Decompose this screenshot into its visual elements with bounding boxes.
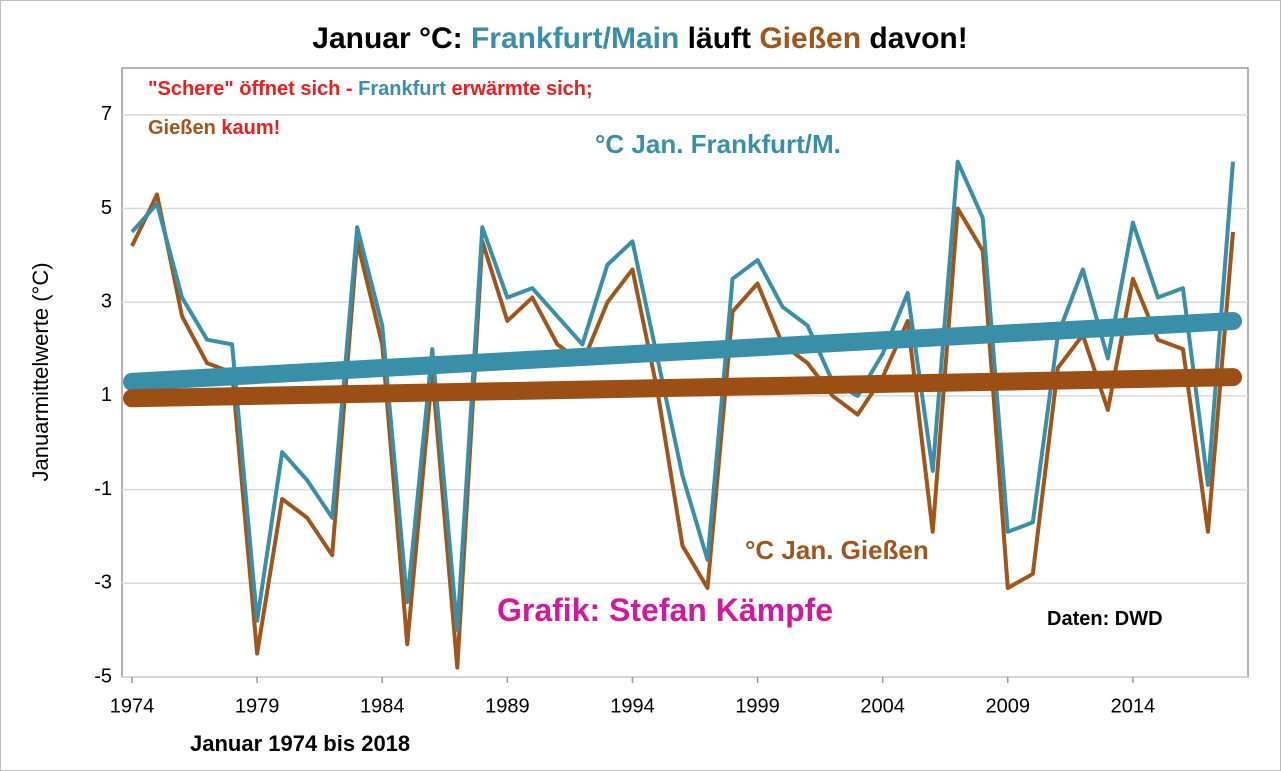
x-axis-label: Januar 1974 bis 2018 [190, 731, 410, 756]
y-tick-label: -1 [94, 478, 112, 500]
y-tick-label: -5 [94, 665, 112, 687]
x-tick-label: 1999 [735, 695, 780, 717]
x-tick-label: 2014 [1111, 695, 1156, 717]
annotation: "Schere" öffnet sich - Frankfurt erwärmt… [148, 78, 593, 100]
x-tick-label: 2009 [986, 695, 1031, 717]
annotation-part: erwärmte sich; [446, 78, 593, 100]
annotation: Grafik: Stefan Kämpfe [497, 592, 833, 628]
x-tick-label: 1989 [485, 695, 530, 717]
title-part: Januar °C: [312, 22, 471, 55]
annotation-part: kaum! [216, 117, 280, 139]
x-tick-label: 1994 [610, 695, 655, 717]
annotation: Gießen kaum! [148, 117, 280, 139]
trend-line [123, 311, 1242, 391]
series-line [130, 192, 1235, 670]
x-tick-label: 2004 [860, 695, 905, 717]
title-part: Gießen [759, 22, 861, 55]
x-tick-label: 1984 [360, 695, 405, 717]
annotation-part: Frankfurt [358, 78, 446, 100]
y-tick-label: 5 [101, 197, 112, 219]
chart-title: Januar °C: Frankfurt/Main läuft Gießen d… [312, 22, 967, 55]
annotation: Daten: DWD [1047, 608, 1163, 630]
series-line [130, 159, 1235, 633]
series-label: °C Jan. Frankfurt/M. [595, 129, 841, 159]
annotation-part: "Schere" öffnet sich - [148, 78, 358, 100]
trend-line [123, 368, 1242, 408]
y-tick-label: 7 [101, 103, 112, 125]
title-part: läuft [679, 22, 759, 55]
annotation-part: Gießen [148, 117, 216, 139]
x-tick-label: 1974 [110, 695, 155, 717]
y-axis-label: Januarmittelwerte (°C) [28, 262, 53, 481]
title-part: davon! [861, 22, 968, 55]
title-part: Frankfurt/Main [471, 22, 679, 55]
annotation-part: Grafik: Stefan Kämpfe [497, 592, 833, 628]
y-tick-label: 3 [101, 291, 112, 313]
series-label: °C Jan. Gießen [745, 535, 929, 565]
y-tick-label: 1 [101, 384, 112, 406]
annotation-part: Daten: DWD [1047, 608, 1163, 630]
x-tick-label: 1979 [235, 695, 280, 717]
y-tick-label: -3 [94, 572, 112, 594]
